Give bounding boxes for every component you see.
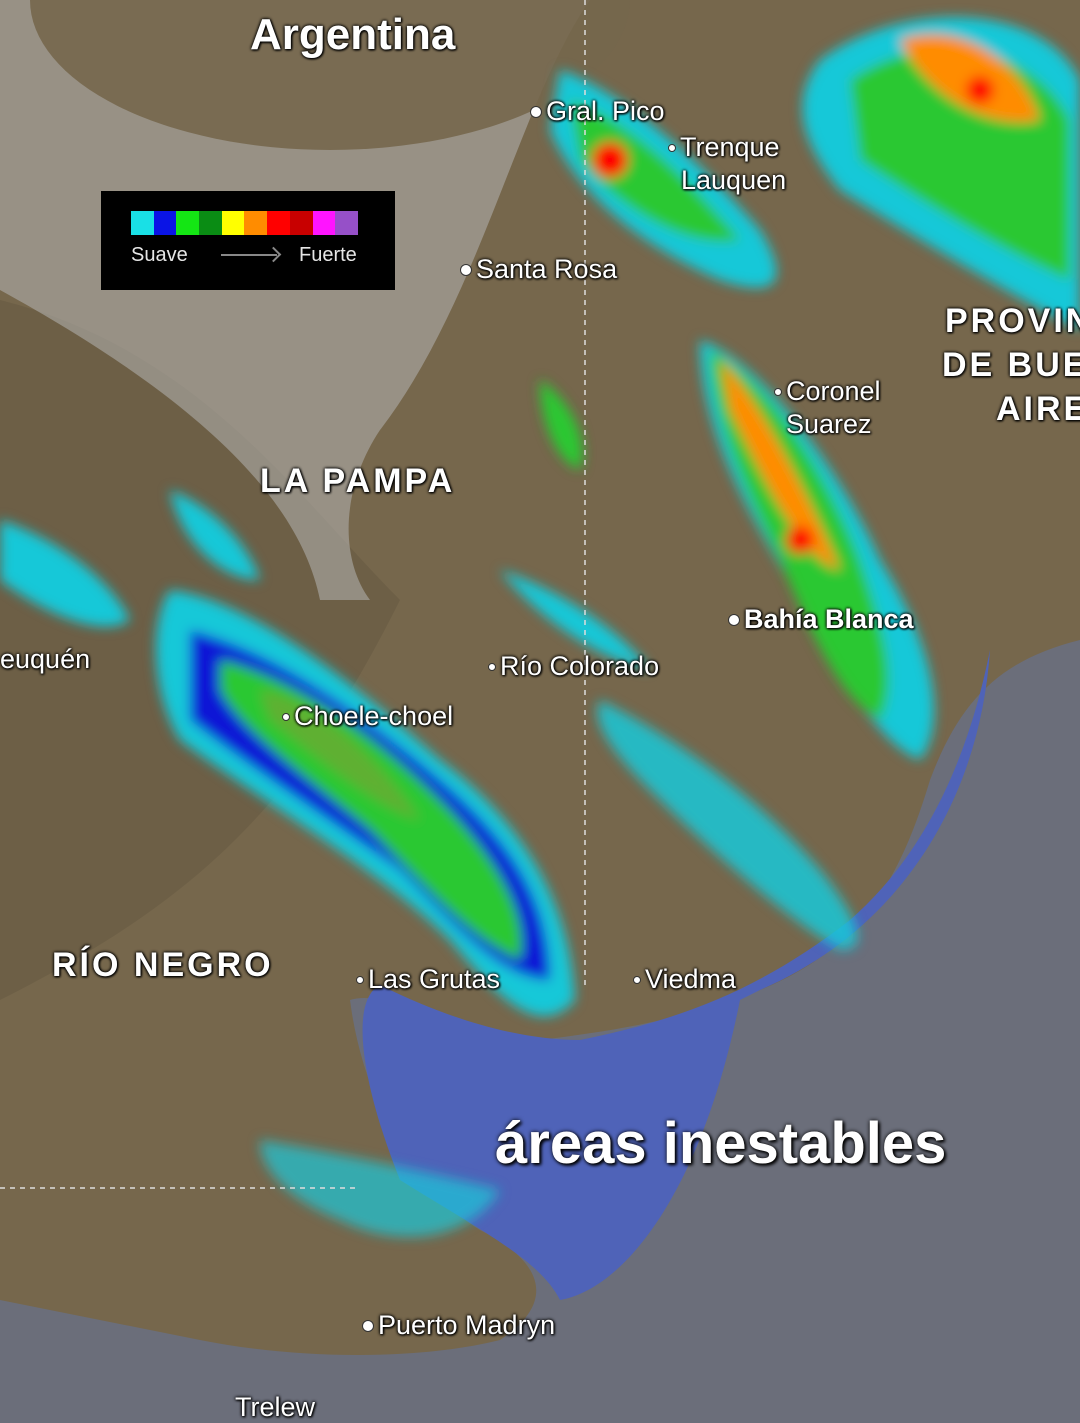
city-dot xyxy=(633,975,641,984)
arrow-right-icon xyxy=(221,254,277,256)
city-viedma[interactable]: Viedma xyxy=(633,964,736,995)
legend-color-swatch xyxy=(267,211,290,235)
legend-color-swatch xyxy=(131,211,154,235)
city-dot xyxy=(668,143,676,152)
city-name: Suarez xyxy=(786,409,872,439)
legend-color-swatch xyxy=(221,211,245,235)
legend-high-label: Fuerte xyxy=(299,244,357,266)
city-rio-colorado[interactable]: Río Colorado xyxy=(488,651,659,682)
city-name: euquén xyxy=(0,644,91,674)
city-gral-pico[interactable]: Gral. Pico xyxy=(530,96,665,127)
coverage-gap xyxy=(0,0,590,600)
city-dot xyxy=(362,1319,374,1332)
city-name: Choele-choel xyxy=(294,701,454,731)
legend-color-swatch xyxy=(244,211,268,235)
region-label-buenos: DE BUE xyxy=(942,346,1080,384)
country-label: Argentina xyxy=(250,10,456,59)
legend-color-scale xyxy=(131,211,358,235)
city-santa-rosa[interactable]: Santa Rosa xyxy=(460,254,617,285)
legend-color-swatch xyxy=(335,211,358,235)
region-label-aires: AIRE xyxy=(996,390,1080,428)
city-coronel-suarez-2: Suarez xyxy=(786,409,872,440)
radar-echoes xyxy=(0,17,1080,1237)
city-trenque-lauquen-2: Lauquen xyxy=(681,165,786,196)
legend-low-label: Suave xyxy=(131,244,188,266)
coverage-sea xyxy=(362,650,991,1300)
city-dot xyxy=(530,105,542,118)
city-dot xyxy=(282,712,290,721)
legend-color-swatch xyxy=(153,211,177,235)
city-name: Gral. Pico xyxy=(546,96,665,126)
city-name: Lauquen xyxy=(681,165,787,195)
city-trenque-lauquen[interactable]: Trenque xyxy=(668,132,780,163)
caption-text: áreas inestables xyxy=(495,1111,947,1176)
region-label-provincia: PROVIN xyxy=(945,302,1080,340)
legend-color-swatch xyxy=(199,211,222,235)
city-bahia-blanca[interactable]: Bahía Blanca xyxy=(728,604,914,635)
city-las-grutas[interactable]: Las Grutas xyxy=(356,964,500,995)
city-name: Trenque xyxy=(680,132,780,162)
city-name: Puerto Madryn xyxy=(378,1310,556,1340)
city-choele-choel[interactable]: Choele-choel xyxy=(282,701,453,732)
city-name: Coronel xyxy=(786,376,881,406)
legend-color-swatch xyxy=(176,211,200,235)
city-dot xyxy=(774,387,782,396)
legend-color-swatch xyxy=(312,211,336,235)
region-label-la-pampa: LA PAMPA xyxy=(260,462,456,500)
city-name: Santa Rosa xyxy=(476,254,618,284)
intensity-legend: Suave Fuerte xyxy=(101,191,395,290)
city-name: Bahía Blanca xyxy=(744,604,914,634)
region-label-rio-negro: RÍO NEGRO xyxy=(52,946,274,984)
city-dot xyxy=(728,613,740,626)
city-coronel-suarez[interactable]: Coronel xyxy=(774,376,881,407)
city-neuquen[interactable]: euquén xyxy=(0,644,90,675)
gap-upper xyxy=(30,0,630,150)
city-dot xyxy=(488,662,496,671)
city-name: Las Grutas xyxy=(368,964,501,994)
city-dot xyxy=(460,263,472,276)
legend-color-swatch xyxy=(289,211,313,235)
city-dot xyxy=(356,975,364,984)
city-name: Viedma xyxy=(645,964,737,994)
city-name: Río Colorado xyxy=(500,651,660,681)
city-puerto-madryn[interactable]: Puerto Madryn xyxy=(362,1310,555,1341)
